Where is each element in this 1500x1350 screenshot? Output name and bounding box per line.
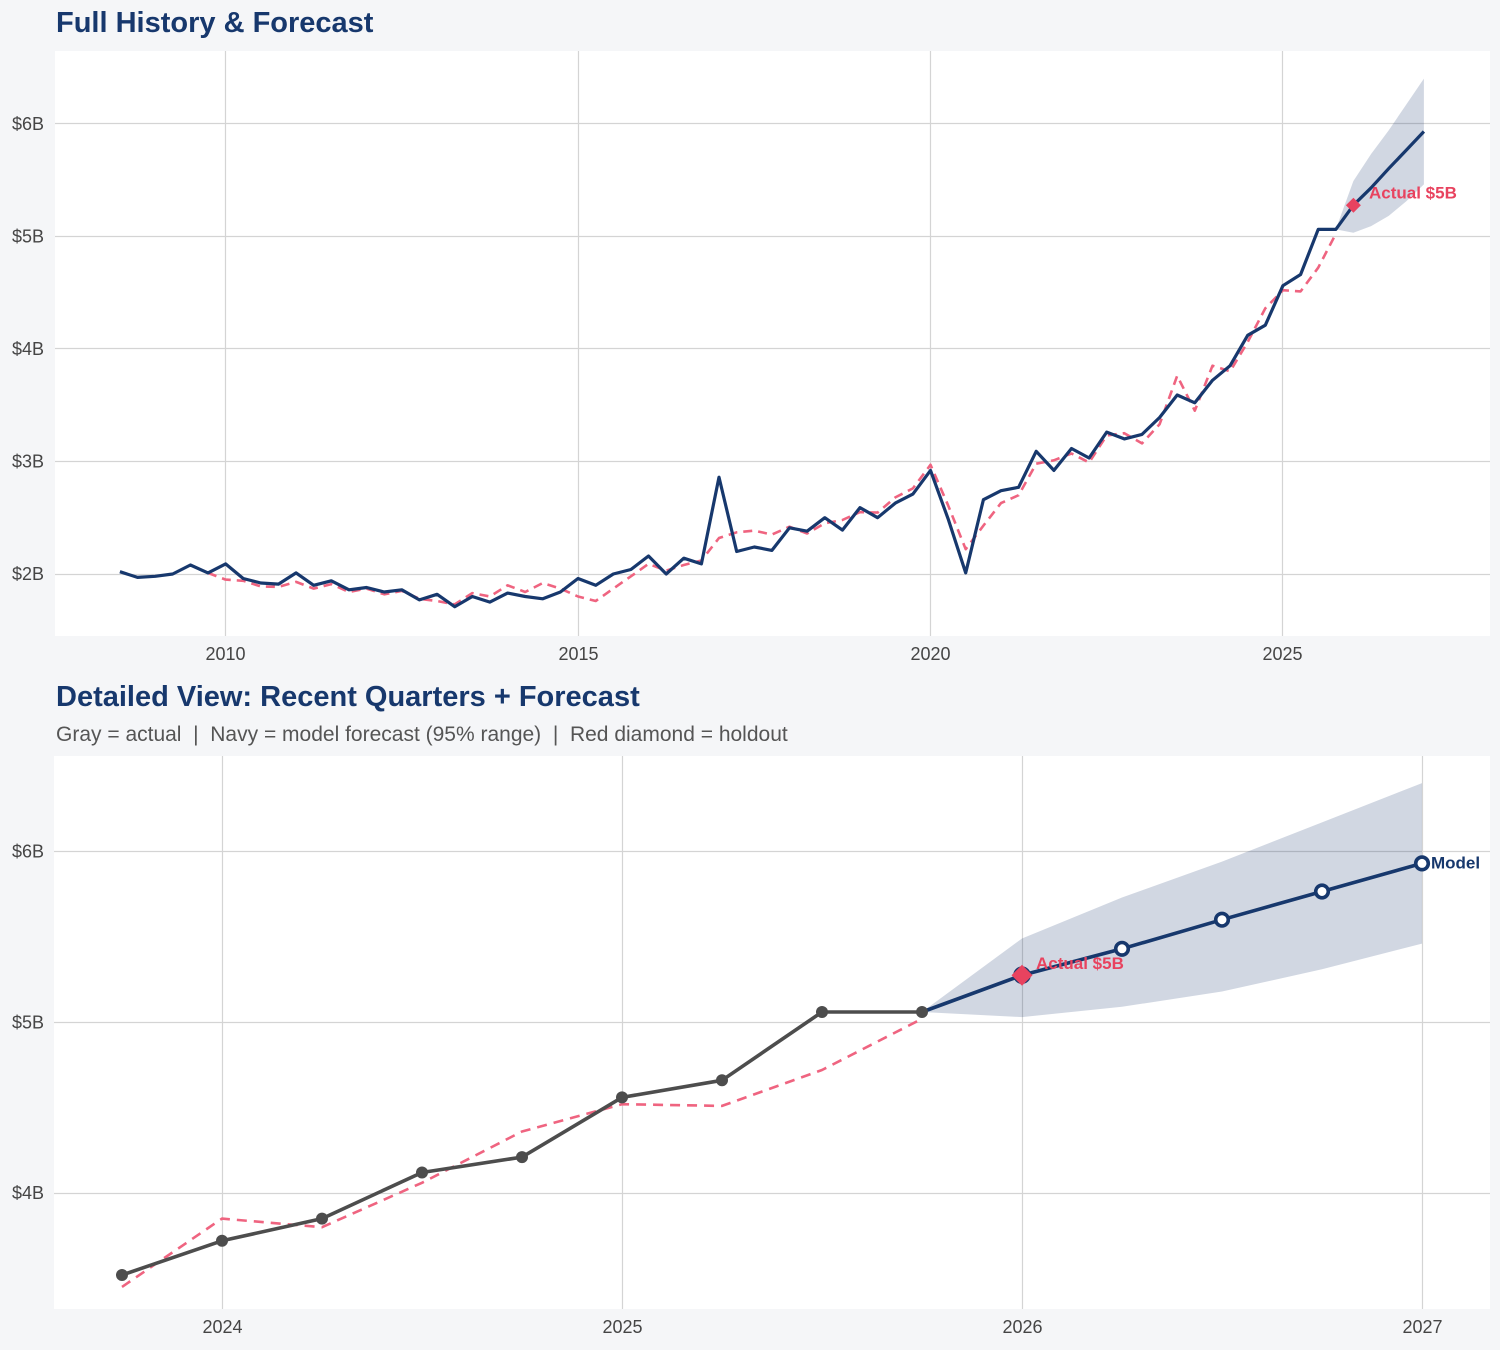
- svg-text:$3B: $3B: [12, 452, 44, 472]
- svg-text:2026: 2026: [1002, 1317, 1042, 1337]
- svg-text:2010: 2010: [205, 644, 245, 664]
- svg-text:Full History & Forecast: Full History & Forecast: [56, 7, 374, 39]
- svg-text:$5B: $5B: [12, 226, 44, 246]
- svg-text:2025: 2025: [602, 1317, 642, 1337]
- svg-text:$6B: $6B: [12, 114, 44, 134]
- svg-text:Model: Model: [1431, 854, 1480, 873]
- svg-text:2024: 2024: [202, 1317, 242, 1337]
- svg-text:Actual $5B: Actual $5B: [1369, 184, 1457, 203]
- svg-text:2020: 2020: [910, 644, 950, 664]
- svg-text:Actual $5B: Actual $5B: [1036, 954, 1124, 973]
- svg-text:2015: 2015: [558, 644, 598, 664]
- svg-text:$4B: $4B: [12, 339, 44, 359]
- svg-text:$6B: $6B: [12, 842, 44, 862]
- svg-text:$2B: $2B: [12, 564, 44, 584]
- svg-text:Detailed View: Recent Quarters: Detailed View: Recent Quarters + Forecas…: [56, 681, 640, 713]
- svg-text:2027: 2027: [1402, 1317, 1442, 1337]
- svg-text:Gray = actual | Navy = model: Gray = actual | Navy = model forecast (9…: [56, 723, 788, 746]
- svg-text:2025: 2025: [1262, 644, 1302, 664]
- svg-text:$4B: $4B: [12, 1183, 44, 1203]
- svg-text:$5B: $5B: [12, 1012, 44, 1032]
